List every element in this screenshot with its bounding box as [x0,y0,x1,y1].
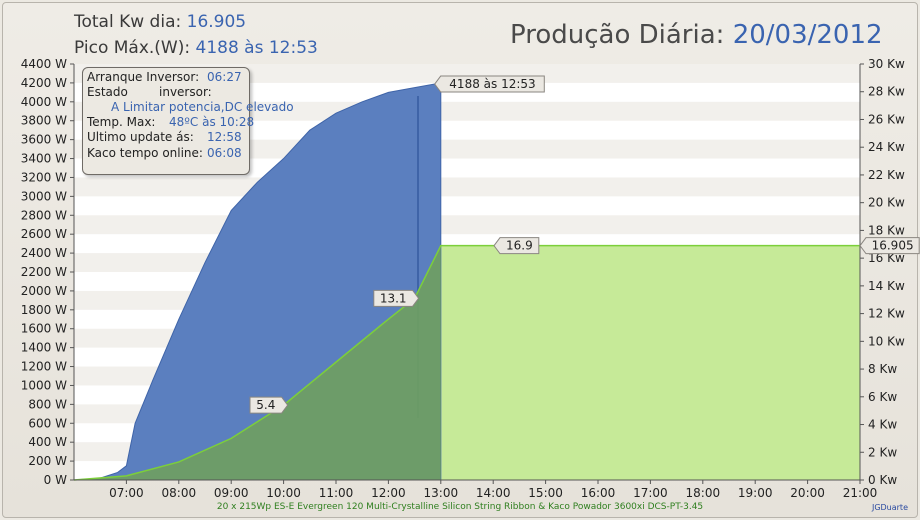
temp-label: Temp. Max: [87,115,156,129]
y-right-tick-label: 8 Kw [868,362,897,376]
peak-power-value: 4188 às 12:53 [195,38,318,58]
peak-power-line: Pico Máx.(W): 4188 às 12:53 [74,38,318,58]
total-kw-line: Total Kw dia: 16.905 [74,12,246,32]
annotation-label-3: 5.4 [256,398,275,412]
y-left-tick-label: 3400 W [21,152,67,166]
x-tick-label: 10:00 [266,486,301,500]
y-left-tick-label: 4400 W [21,57,67,71]
y-right-tick-label: 12 Kw [868,307,905,321]
annotation-label-2-tag [373,289,420,307]
y-right-tick-label: 18 Kw [868,223,905,237]
y-left-tick-label: 1000 W [21,378,67,392]
annotation-label-0-tag [434,75,545,93]
y-right-tick-label: 30 Kw [868,57,905,71]
chart-title: Produção Diária: 20/03/2012 [510,20,883,50]
y-right-tick-label: 20 Kw [868,196,905,210]
update-label: Ultimo update ás: [87,130,194,144]
online-label: Kaco tempo online: [87,146,203,160]
y-right-tick-label: 0 Kw [868,473,897,487]
y-left-tick-label: 1400 W [21,341,67,355]
x-tick-label: 09:00 [214,486,249,500]
y-left-tick-label: 600 W [28,416,67,430]
y-left-tick-label: 200 W [28,454,67,468]
x-tick-label: 19:00 [738,486,773,500]
x-tick-label: 07:00 [109,486,144,500]
y-left-tick-label: 1200 W [21,360,67,374]
y-left-tick-label: 1800 W [21,303,67,317]
title-label: Produção Diária: [510,20,725,50]
y-right-tick-label: 2 Kw [868,445,897,459]
y-right-tick-label: 16 Kw [868,251,905,265]
state-label-2: inversor: [159,85,212,99]
y-left-tick-label: 2000 W [21,284,67,298]
total-kw-label: Total Kw dia: [74,12,182,32]
energy-line [73,244,860,481]
online-value: 06:08 [207,146,242,160]
annotation-label-4-tag [859,237,920,255]
annotation-label-0: 4188 às 12:53 [449,77,535,91]
y-right-tick-label: 6 Kw [868,390,897,404]
grid-band [74,101,860,121]
x-tick-label: 21:00 [843,486,878,500]
total-kw-value: 16.905 [186,12,247,32]
state-label: Estado [87,85,128,99]
y-right-tick-label: 24 Kw [868,140,905,154]
start-label: Arranque Inversor: [87,70,200,84]
y-left-tick-label: 4000 W [21,95,67,109]
y-left-tick-label: 800 W [28,397,67,411]
state-value: A Limitar potencia,DC elevado [111,100,294,114]
y-left-tick-label: 2200 W [21,265,67,279]
grid-band [74,64,860,83]
energy-area [74,245,441,480]
y-right-tick-label: 22 Kw [868,168,905,182]
x-tick-label: 20:00 [790,486,825,500]
footer-description: 20 x 215Wp ES-E Evergreen 120 Multi-Crys… [216,502,704,512]
inverter-info-box: Arranque Inversor: 06:27 Estado inversor… [82,67,294,175]
y-left-tick-label: 3200 W [21,170,67,184]
y-left-tick-label: 2800 W [21,208,67,222]
grid-band [74,215,860,235]
peak-power-label: Pico Máx.(W): [74,38,191,58]
temp-value: 48ºC às 10:28 [169,115,255,129]
x-tick-label: 14:00 [476,486,511,500]
x-tick-label: 11:00 [319,486,354,500]
y-left-tick-label: 4200 W [21,76,67,90]
annotation-label-3-tag [249,396,289,414]
x-tick-label: 13:00 [424,486,459,500]
x-tick-label: 08:00 [162,486,197,500]
x-tick-label: 16:00 [581,486,616,500]
y-left-tick-label: 400 W [28,435,67,449]
update-value: 12:58 [207,130,242,144]
energy-forecast-area [440,245,860,480]
y-right-tick-label: 4 Kw [868,418,897,432]
y-left-tick-label: 2400 W [21,246,67,260]
annotation-label-1-tag [493,237,540,255]
x-tick-label: 15:00 [528,486,563,500]
x-tick-label: 12:00 [371,486,406,500]
title-date: 20/03/2012 [732,20,883,50]
x-tick-label: 18:00 [686,486,721,500]
author-credit: JGDuarte [871,503,908,512]
y-right-tick-label: 26 Kw [868,112,905,126]
y-right-tick-label: 28 Kw [868,85,905,99]
start-value: 06:27 [207,70,242,84]
annotation-label-4: 16.905 [872,239,914,253]
y-left-tick-label: 0 W [44,473,67,487]
y-left-tick-label: 3800 W [21,114,67,128]
grid-band [74,139,860,159]
y-left-tick-label: 2600 W [21,227,67,241]
y-left-tick-label: 3600 W [21,133,67,147]
annotation-label-2: 13.1 [380,291,407,305]
y-right-tick-label: 10 Kw [868,334,905,348]
grid-band [74,177,860,197]
annotation-label-1: 16.9 [506,239,533,253]
y-left-tick-label: 1600 W [21,322,67,336]
x-tick-label: 17:00 [633,486,668,500]
y-left-tick-label: 3000 W [21,189,67,203]
y-right-tick-label: 14 Kw [868,279,905,293]
